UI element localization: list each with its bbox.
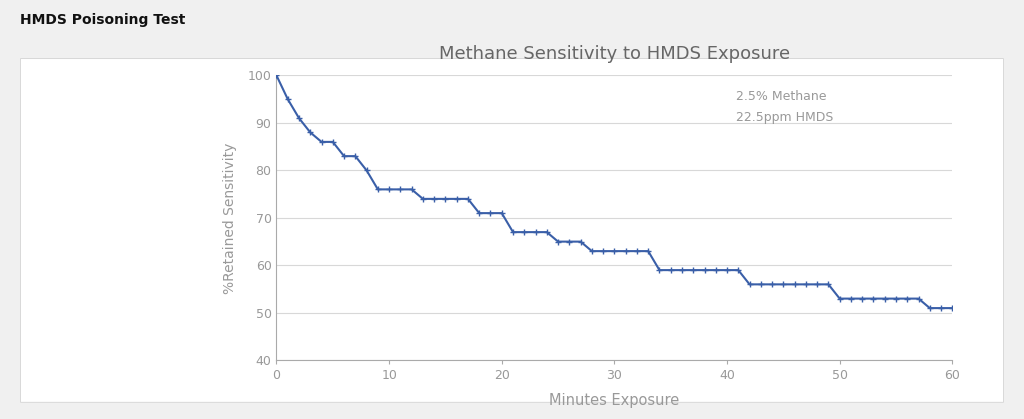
Text: HMDS Poisoning Test: HMDS Poisoning Test xyxy=(20,13,185,26)
Title: Methane Sensitivity to HMDS Exposure: Methane Sensitivity to HMDS Exposure xyxy=(439,45,790,63)
Text: 2.5% Methane
22.5ppm HMDS: 2.5% Methane 22.5ppm HMDS xyxy=(736,90,834,124)
X-axis label: Minutes Exposure: Minutes Exposure xyxy=(549,393,680,409)
Y-axis label: %Retained Sensitivity: %Retained Sensitivity xyxy=(222,142,237,294)
